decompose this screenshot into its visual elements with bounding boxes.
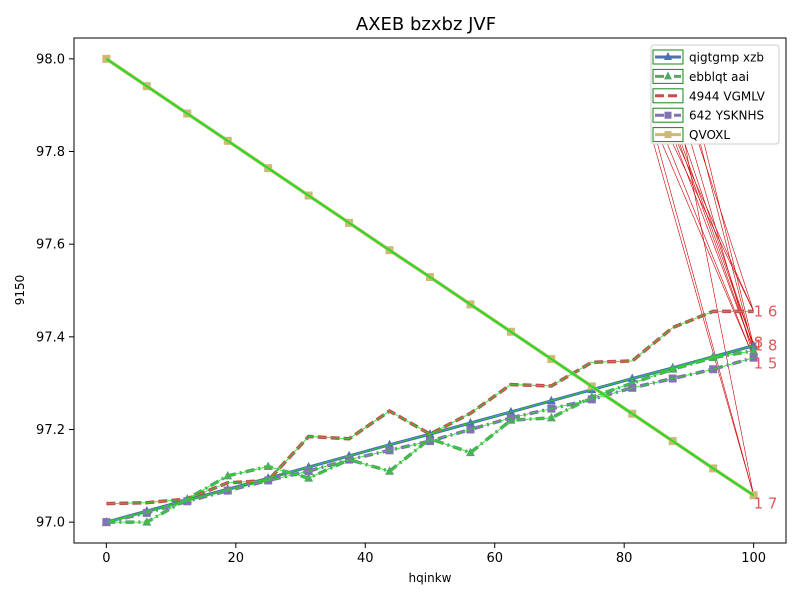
connector-line <box>682 115 754 358</box>
overlay-trace <box>106 357 754 523</box>
x-tick-label: 100 <box>741 551 766 566</box>
y-tick-label: 97.2 <box>36 423 65 438</box>
y-axis: 97.0 97.2 97.4 97.6 97.8 98.0 <box>36 52 74 531</box>
data-point <box>142 517 152 526</box>
end-label: 1 7 <box>754 494 778 512</box>
legend-label: 4944 VGMLV <box>689 89 766 103</box>
x-axis: 0 20 40 60 80 100 <box>102 543 766 566</box>
data-point <box>263 461 273 471</box>
data-point <box>627 373 637 383</box>
legend-marker <box>664 111 672 119</box>
x-tick-label: 80 <box>616 551 633 566</box>
data-point <box>546 395 556 405</box>
x-tick-label: 60 <box>486 551 503 566</box>
legend-label: 642 YSKNHS <box>689 109 764 123</box>
x-tick-label: 40 <box>357 551 374 566</box>
legend-marker <box>664 131 672 139</box>
y-tick-label: 97.8 <box>36 145 65 160</box>
connector-line <box>652 127 754 496</box>
plot-frame <box>73 37 787 544</box>
connector-line <box>652 122 754 358</box>
x-tick-label: 0 <box>102 551 110 566</box>
legend-marker <box>664 71 672 80</box>
data-point <box>385 439 395 449</box>
data-point <box>506 406 516 416</box>
legend-label: ebblqt aai <box>689 70 749 84</box>
data-point <box>668 364 678 373</box>
data-point <box>425 429 435 438</box>
legend-swatch-frame <box>652 127 684 143</box>
data-point <box>465 418 475 427</box>
data-point <box>749 340 759 350</box>
legend-swatch-frame <box>652 49 684 65</box>
legend-marker <box>664 52 672 60</box>
legend-label: QVOXL <box>689 128 730 142</box>
overlay-trace <box>105 58 755 497</box>
end-label: 1 5 <box>754 355 778 373</box>
legend-swatch-frame <box>652 68 684 84</box>
legend-swatch-frame <box>652 88 684 104</box>
end-label: 1 8 <box>754 337 778 355</box>
data-point <box>546 412 556 422</box>
highlight-overlay <box>105 58 755 523</box>
data-point <box>304 473 314 482</box>
chart-title: AXEB bzxbz JVF <box>356 14 496 35</box>
x-axis-label: hqinkw <box>409 571 452 585</box>
end-labels: 1 6 1 88 1 5 1 7 <box>754 302 778 512</box>
overlay-trace <box>106 350 754 523</box>
end-label: 1 6 <box>754 302 778 320</box>
y-axis-label: 9150 <box>13 275 27 306</box>
connector-line <box>652 108 754 358</box>
connector-line <box>682 134 754 496</box>
overlay-trace <box>106 310 754 505</box>
legend: qigtgmp xzb ebblqt aai 4944 VGMLV 642 YSKNH… <box>650 44 780 145</box>
y-tick-label: 97.0 <box>36 516 65 531</box>
legend-label: qigtgmp xzb <box>689 51 764 65</box>
connector-line <box>652 141 754 496</box>
end-label: 8 <box>754 334 764 352</box>
data-point <box>749 345 759 355</box>
y-tick-label: 97.6 <box>36 238 65 253</box>
y-tick-label: 98.0 <box>36 52 65 67</box>
data-point <box>385 466 395 475</box>
x-tick-label: 20 <box>228 551 245 566</box>
y-tick-label: 97.4 <box>36 330 65 345</box>
legend-swatch-frame <box>652 107 684 123</box>
data-point <box>465 447 475 457</box>
